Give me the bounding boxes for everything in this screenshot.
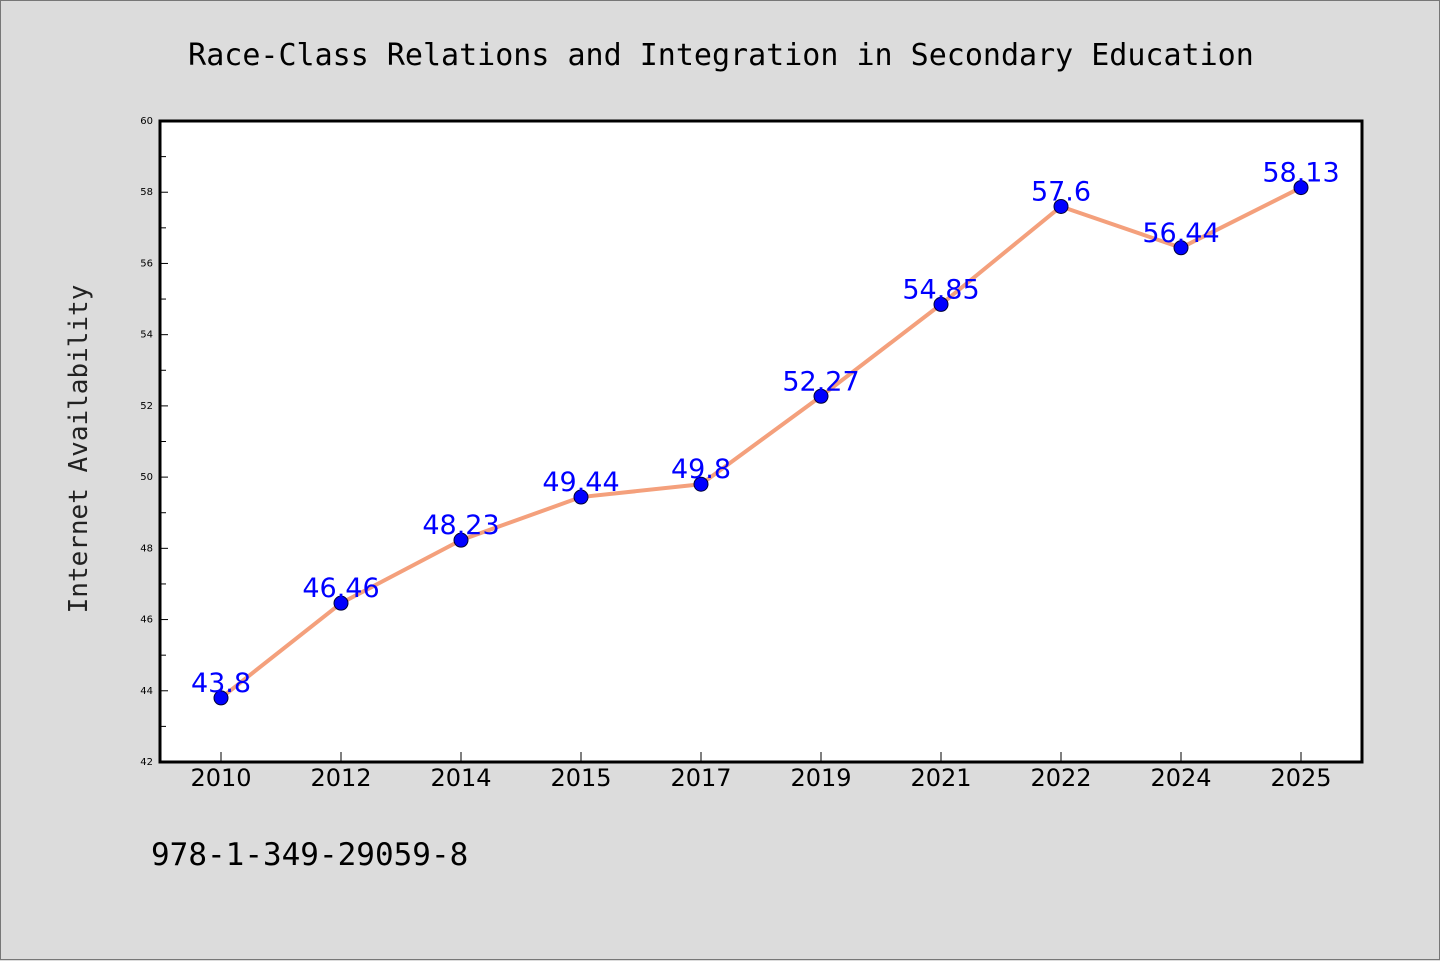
data-point-marker xyxy=(1173,240,1189,256)
data-value-label: 52.27 xyxy=(782,366,859,397)
data-point-marker xyxy=(813,388,829,404)
data-value-label: 54.85 xyxy=(902,274,979,305)
data-point-marker xyxy=(333,595,349,611)
data-point-marker xyxy=(453,532,469,548)
x-tick-label: 2022 xyxy=(1030,764,1091,792)
x-tick-label: 2014 xyxy=(430,764,491,792)
y-tick-label: 46 xyxy=(140,615,153,626)
y-tick-label: 48 xyxy=(140,543,153,554)
data-value-label: 58.13 xyxy=(1262,158,1339,189)
data-point-marker xyxy=(573,489,589,505)
data-point-marker xyxy=(693,476,709,492)
x-tick-label: 2025 xyxy=(1270,764,1331,792)
y-tick-label: 50 xyxy=(140,472,153,483)
chart-title: Race-Class Relations and Integration in … xyxy=(188,38,1254,73)
y-tick-label: 56 xyxy=(140,258,153,269)
data-labels: 43.8 46.46 48.23 49.44 49.8 52.27 54.85 57.6 56.… xyxy=(191,158,1340,699)
data-value-label: 49.8 xyxy=(671,454,731,485)
data-point-marker xyxy=(213,690,229,706)
x-tick-label: 2010 xyxy=(190,764,251,792)
y-axis-ticks: 42 44 46 48 50 52 54 56 58 60 xyxy=(140,116,168,768)
data-value-label: 48.23 xyxy=(422,510,499,541)
x-tick-label: 2021 xyxy=(910,764,971,792)
y-tick-label: 58 xyxy=(140,187,153,198)
series-line-group xyxy=(219,185,1303,700)
x-tick-label: 2012 xyxy=(310,764,371,792)
y-tick-label: 54 xyxy=(140,330,153,341)
data-value-label: 46.46 xyxy=(302,573,379,604)
x-tick-label: 2017 xyxy=(670,764,731,792)
y-tick-label: 60 xyxy=(140,116,153,127)
series-line xyxy=(219,185,1303,700)
data-markers xyxy=(213,180,1309,706)
data-value-label: 43.8 xyxy=(191,668,251,699)
data-point-marker xyxy=(1053,198,1069,214)
y-tick-label: 42 xyxy=(140,757,153,768)
x-tick-label: 2024 xyxy=(1150,764,1211,792)
isbn-footer: 978-1-349-29059-8 xyxy=(151,837,468,873)
y-tick-label: 52 xyxy=(140,401,153,412)
data-value-label: 57.6 xyxy=(1031,176,1091,207)
data-value-label: 49.44 xyxy=(542,467,619,498)
x-tick-label: 2015 xyxy=(550,764,611,792)
x-tick-label: 2019 xyxy=(790,764,851,792)
data-point-marker xyxy=(1293,180,1309,196)
x-axis-ticks: 2010 2012 2014 2015 2017 2019 2021 2022 2024 2025 xyxy=(190,752,1332,792)
y-tick-label: 44 xyxy=(140,686,153,697)
data-value-label: 56.44 xyxy=(1142,218,1219,249)
data-point-marker xyxy=(933,296,949,312)
y-axis-label: Internet Availability xyxy=(64,285,94,614)
